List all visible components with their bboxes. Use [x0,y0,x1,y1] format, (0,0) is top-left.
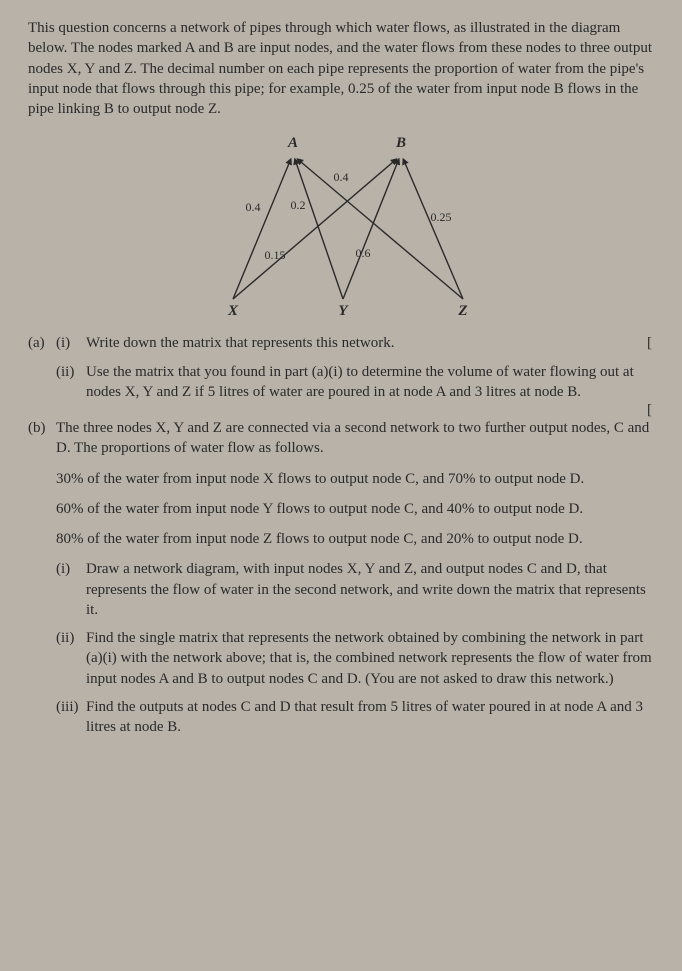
svg-text:Y: Y [338,303,349,319]
part-b-iii: (iii) Find the outputs at nodes C and D … [56,697,658,738]
part-b-ii: (ii) Find the single matrix that represe… [56,628,658,689]
part-b: (b) The three nodes X, Y and Z are conne… [28,418,658,745]
svg-text:B: B [395,135,406,151]
svg-text:0.4: 0.4 [334,170,349,184]
part-a-i: (i) Write down the matrix that represent… [56,333,658,353]
part-b-ii-text: Find the single matrix that represents t… [86,628,658,689]
part-b-p3: 80% of the water from input node Z flows… [56,529,658,549]
marks-bracket: [ [647,333,652,353]
part-b-iii-label: (iii) [56,697,86,738]
part-b-label: (b) [28,418,56,745]
svg-text:0.2: 0.2 [291,198,306,212]
part-a-i-text: Write down the matrix that represents th… [86,333,658,353]
part-a-ii-text: Use the matrix that you found in part (a… [86,362,658,403]
part-b-i-text: Draw a network diagram, with input nodes… [86,559,658,620]
svg-text:A: A [287,135,298,151]
svg-text:0.15: 0.15 [265,248,286,262]
part-a: (a) (i) Write down the matrix that repre… [28,333,658,410]
part-b-i-label: (i) [56,559,86,620]
svg-text:Z: Z [457,303,467,319]
svg-text:X: X [227,303,239,319]
svg-text:0.4: 0.4 [246,200,261,214]
part-a-ii: (ii) Use the matrix that you found in pa… [56,362,658,403]
network-diagram: 0.4 0.2 0.4 0.15 0.6 0.25 A B X Y Z [183,129,503,319]
part-b-p2: 60% of the water from input node Y flows… [56,499,658,519]
part-a-ii-label: (ii) [56,362,86,403]
part-b-ii-label: (ii) [56,628,86,689]
svg-text:0.6: 0.6 [356,246,371,260]
intro-paragraph: This question concerns a network of pipe… [28,18,658,119]
part-a-label: (a) [28,333,56,410]
part-b-p1: 30% of the water from input node X flows… [56,469,658,489]
svg-text:0.25: 0.25 [431,210,452,224]
part-b-i: (i) Draw a network diagram, with input n… [56,559,658,620]
part-b-intro: The three nodes X, Y and Z are connected… [56,418,658,459]
part-a-i-label: (i) [56,333,86,353]
marks-bracket: [ [647,400,652,420]
part-b-iii-text: Find the outputs at nodes C and D that r… [86,697,658,738]
